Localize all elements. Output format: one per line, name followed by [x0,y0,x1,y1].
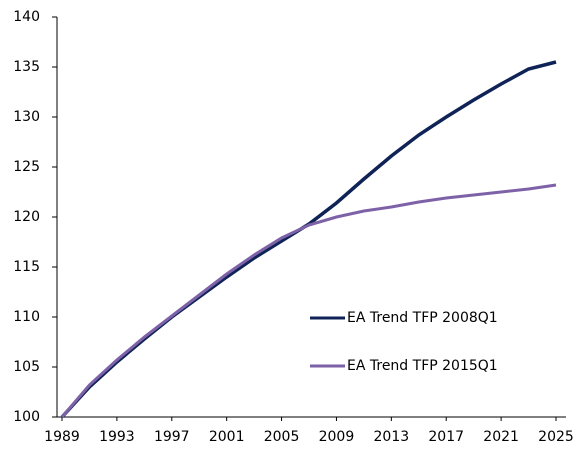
x-tick-label: 1997 [154,429,190,445]
y-tick-label: 140 [13,9,40,25]
legend-label: EA Trend TFP 2015Q1 [347,358,498,374]
x-tick-label: 1993 [99,429,135,445]
x-tick-label: 2021 [483,429,519,445]
x-tick-label: 2009 [319,429,355,445]
x-tick-label: 2025 [538,429,574,445]
y-tick-label: 110 [13,309,40,325]
y-tick-label: 120 [13,209,40,225]
x-tick-label: 2013 [374,429,410,445]
x-tick-label: 2017 [428,429,464,445]
y-tick-label: 125 [13,159,40,175]
y-tick-label: 115 [13,259,40,275]
line [60,183,557,418]
x-tick-label: 1989 [44,429,80,445]
y-tick-label: 100 [13,409,40,425]
legend-label: EA Trend TFP 2008Q1 [347,310,498,326]
y-tick-label: 135 [13,59,40,75]
y-tick-label: 105 [13,359,40,375]
x-tick-label: 2001 [209,429,245,445]
y-tick-label: 130 [13,109,40,125]
x-tick-label: 2005 [264,429,300,445]
